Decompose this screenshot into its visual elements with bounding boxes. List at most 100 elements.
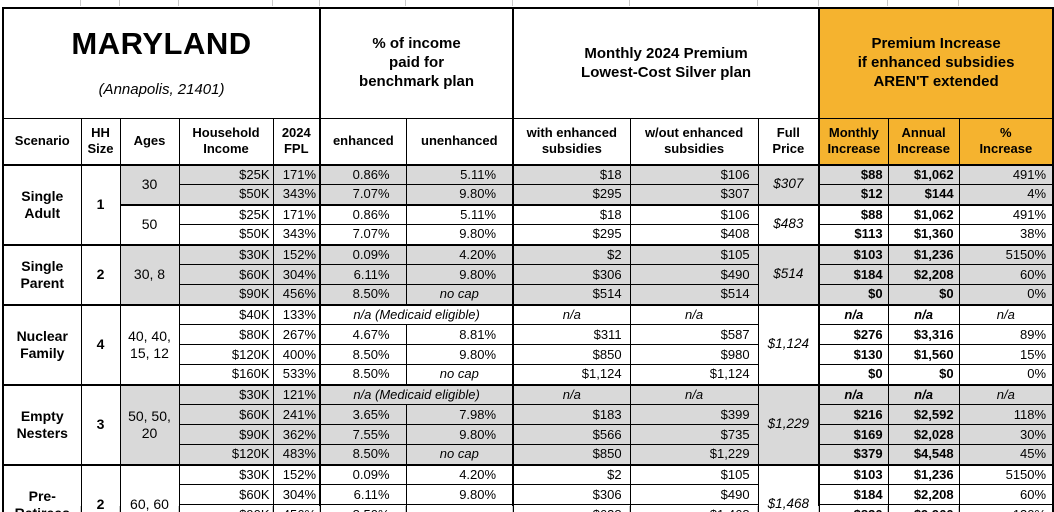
cell-monthly-increase: $103: [818, 463, 889, 485]
cell-annual-increase: $2,208: [887, 264, 960, 285]
cell-unenhanced-pct: no cap: [405, 444, 514, 465]
cell-monthly-increase: n/a: [818, 303, 889, 325]
cell-unenhanced-pct: no cap: [405, 364, 514, 385]
table-row: $60K 304% 6.11% 9.80% $306 $490 $184 $2,208 60%: [3, 264, 1054, 285]
cell-fpl: 400%: [272, 344, 321, 365]
table-row: Empty Nesters 3 50, 50, 20 $30K 121% n/a (Med…: [2, 383, 1054, 465]
cell-household-income: $90K: [178, 284, 274, 305]
cell-full-price: $514: [757, 243, 820, 305]
header-fpl: 2024 FPL: [272, 118, 321, 166]
cell-enhanced-pct: 8.50%: [319, 344, 407, 365]
gridline-stub: [178, 0, 179, 6]
table-row: Pre-Retirees260, 60$30K152%0.09%4.20%$2$…: [2, 463, 1054, 512]
cell-premium-with-subsidies: $1,124: [512, 364, 631, 385]
cell-fpl: 343%: [272, 184, 321, 205]
cell-pct-increase: n/a: [958, 303, 1054, 325]
cell-monthly-increase: $0: [818, 284, 889, 305]
cell-premium-without-subsidies: $490: [629, 484, 759, 505]
cell-premium-without-subsidies: $106: [629, 203, 759, 225]
cell-ages: 40, 40, 15, 12: [119, 303, 180, 385]
cell-pct-increase: 130%: [958, 504, 1054, 512]
region-title-cell: MARYLAND (Annapolis, 21401): [2, 7, 321, 119]
cell-full-price: $483: [757, 203, 820, 245]
table-row: Nuclear Family 4 40, 40, 15, 12 $40K 133% n/a…: [2, 303, 1054, 385]
cell-household-income: $90K: [178, 504, 274, 512]
region-subtitle: (Annapolis, 21401): [98, 80, 225, 98]
cell-fpl: 241%: [272, 404, 321, 425]
cell-premium-with-subsidies: $183: [512, 404, 631, 425]
table-row: $80K 267% 4.67% 8.81% $311 $587 $276 $3,316 89%: [3, 324, 1054, 345]
cell-enhanced-pct: 8.50%: [319, 364, 407, 385]
table-row: $120K 483% 8.50% no cap $850 $1,229 $379 $4,548…: [3, 444, 1054, 465]
cell-hh-size: 2: [80, 243, 121, 305]
cell-annual-increase: $1,360: [887, 224, 960, 245]
cell-annual-increase: n/a: [887, 303, 960, 325]
cell-annual-increase: $144: [887, 184, 960, 205]
cell-pct-increase: 15%: [958, 344, 1054, 365]
cell-household-income: $60K: [178, 404, 274, 425]
cell-monthly-increase: $169: [818, 424, 889, 445]
cell-pct-increase: 0%: [958, 284, 1054, 305]
cell-premium-with-subsidies: $18: [512, 203, 631, 225]
cell-monthly-increase: $216: [818, 404, 889, 425]
cell-pct-increase: 491%: [958, 203, 1054, 225]
region-name: MARYLAND: [71, 25, 252, 61]
cell-premium-without-subsidies: $980: [629, 344, 759, 365]
cell-premium-without-subsidies: $735: [629, 424, 759, 445]
cell-monthly-increase: $830: [818, 504, 889, 512]
gridline-stub: [80, 0, 81, 6]
cell-annual-increase: $1,236: [887, 243, 960, 265]
cell-unenhanced-pct: 8.81%: [405, 324, 514, 345]
cell-enhanced-pct: 8.50%: [319, 444, 407, 465]
cell-ages: 50, 50, 20: [119, 383, 180, 465]
cell-unenhanced-pct: 9.80%: [405, 424, 514, 445]
cell-pct-increase: 4%: [958, 184, 1054, 205]
header-without-subsidies: w/out enhanced subsidies: [629, 118, 759, 166]
cell-annual-increase: $4,548: [887, 444, 960, 465]
gridline-stub: [512, 506, 513, 512]
header-enhanced: enhanced: [319, 118, 407, 166]
gridline-stub: [818, 506, 819, 512]
cell-unenhanced-pct: 9.80%: [405, 344, 514, 365]
gridline-stub: [119, 506, 120, 512]
cell-scenario: Pre-Retirees: [2, 463, 82, 512]
cell-enhanced-pct: 0.86%: [319, 163, 407, 185]
cell-pct-increase: 30%: [958, 424, 1054, 445]
cell-fpl: 533%: [272, 364, 321, 385]
cell-enhanced-pct: 6.11%: [319, 484, 407, 505]
cell-fpl: 171%: [272, 163, 321, 185]
gridline-stub: [818, 0, 819, 6]
cell-monthly-increase: $379: [818, 444, 889, 465]
gridline-stub: [272, 506, 273, 512]
cell-monthly-increase: $0: [818, 364, 889, 385]
cell-premium-with-subsidies: $311: [512, 324, 631, 345]
cell-premium-with-subsidies: $306: [512, 484, 631, 505]
cell-premium-with-subsidies: $306: [512, 264, 631, 285]
premium-group-header: Monthly 2024 Premium Lowest-Cost Silver …: [512, 7, 820, 119]
gridline-stub: [319, 0, 320, 6]
table-row: $50K 343% 7.07% 9.80% $295 $408 $113 $1,360 38%: [3, 224, 1054, 245]
cell-premium-without-subsidies: $399: [629, 404, 759, 425]
cell-fpl: 152%: [272, 463, 321, 485]
cell-enhanced-pct: 3.65%: [319, 404, 407, 425]
cell-household-income: $60K: [178, 484, 274, 505]
cell-ages: 50: [119, 203, 180, 245]
cell-pct-increase: 60%: [958, 264, 1054, 285]
premium-comparison-table: MARYLAND (Annapolis, 21401) % of income …: [2, 7, 1054, 512]
cell-premium-without-subsidies: $514: [629, 284, 759, 305]
cell-premium-without-subsidies: $105: [629, 243, 759, 265]
cell-full-price: $1,229: [757, 383, 820, 465]
gridline-stub: [629, 0, 630, 6]
cell-enhanced-pct: 6.11%: [319, 264, 407, 285]
cell-fpl: 362%: [272, 424, 321, 445]
cell-monthly-increase: $12: [818, 184, 889, 205]
table-row: 50 $25K 171% 0.86% 5.11% $18 $106 $483 $88 $1,062…: [3, 203, 1054, 245]
table-row: $60K 304% 6.11% 9.80% $306 $490 $184 $2,208 60%: [3, 484, 1054, 505]
cell-pct-increase: 89%: [958, 324, 1054, 345]
cell-full-price: $307: [757, 163, 820, 205]
cell-enhanced-pct: 7.07%: [319, 184, 407, 205]
cell-premium-with-subsidies: $850: [512, 344, 631, 365]
cell-monthly-increase: $130: [818, 344, 889, 365]
increase-group-header: Premium Increase if enhanced subsidies A…: [818, 7, 1054, 119]
